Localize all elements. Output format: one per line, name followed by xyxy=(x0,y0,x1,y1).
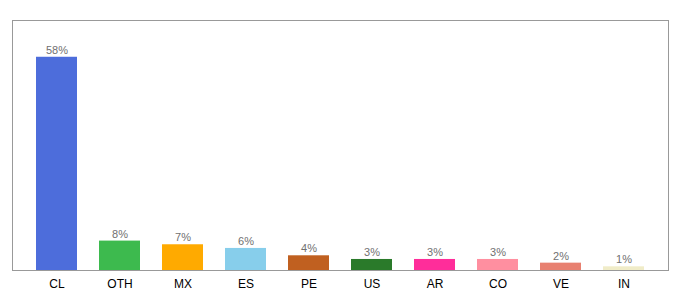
svg-text:CO: CO xyxy=(489,277,507,291)
svg-text:3%: 3% xyxy=(490,246,506,258)
svg-text:7%: 7% xyxy=(175,231,191,243)
svg-text:US: US xyxy=(364,277,381,291)
svg-text:MX: MX xyxy=(174,277,192,291)
svg-text:1%: 1% xyxy=(616,253,632,265)
svg-text:58%: 58% xyxy=(46,44,68,56)
svg-text:4%: 4% xyxy=(301,242,317,254)
svg-text:3%: 3% xyxy=(364,246,380,258)
svg-text:2%: 2% xyxy=(553,250,569,262)
svg-text:PE: PE xyxy=(301,277,317,291)
svg-text:6%: 6% xyxy=(238,235,254,247)
svg-text:VE: VE xyxy=(553,277,569,291)
svg-text:3%: 3% xyxy=(427,246,443,258)
svg-text:CL: CL xyxy=(49,277,65,291)
svg-text:IN: IN xyxy=(618,277,630,291)
svg-text:8%: 8% xyxy=(112,228,128,240)
svg-text:AR: AR xyxy=(427,277,444,291)
svg-text:ES: ES xyxy=(238,277,254,291)
svg-text:OTH: OTH xyxy=(107,277,132,291)
